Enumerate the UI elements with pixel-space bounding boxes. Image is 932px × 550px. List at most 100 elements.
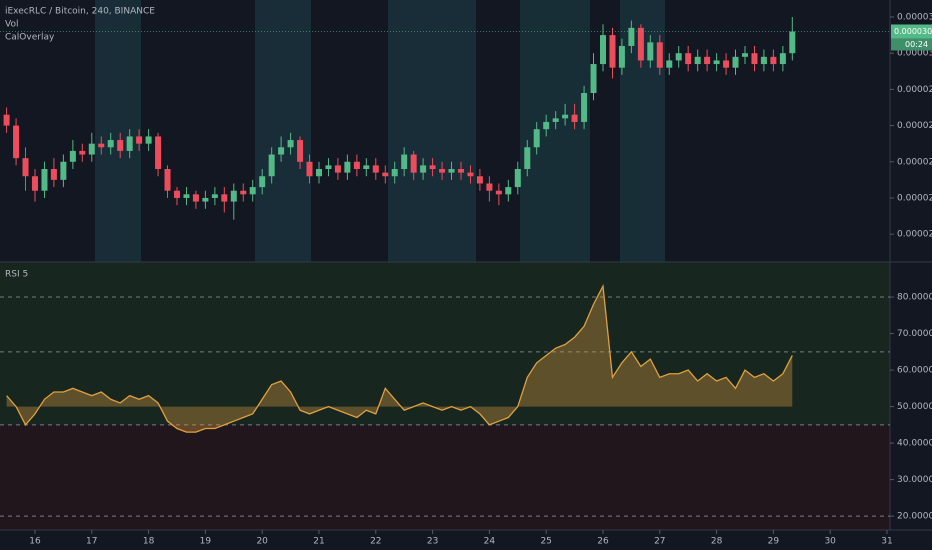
indicator-label: CalOverlay (5, 33, 55, 43)
candle-body (476, 176, 483, 184)
candle-body (760, 56, 767, 65)
candle-body (751, 53, 758, 65)
candle-body (533, 129, 540, 148)
candle-body (694, 56, 701, 65)
candle-body (429, 165, 436, 169)
candle-body (297, 140, 304, 162)
rsi-area (6, 286, 793, 433)
candle-body (173, 190, 180, 198)
candle-body (60, 161, 67, 180)
candle-body (315, 168, 322, 177)
candle-body (704, 56, 711, 65)
candle-body (647, 42, 654, 61)
y-tick-label: 20.0000000 (897, 512, 932, 522)
candle-body (410, 154, 417, 173)
candle-body (448, 168, 455, 173)
candle-body (202, 197, 209, 202)
rsi-upper-zone (0, 262, 890, 425)
candle-body (779, 53, 786, 65)
candle-body (637, 27, 644, 61)
candle-body (723, 60, 730, 68)
countdown-label: 00:24 (905, 40, 928, 49)
candle-body (571, 114, 578, 122)
x-tick-label: 25 (540, 537, 551, 547)
candle-body (439, 168, 446, 173)
candle-body (770, 56, 777, 65)
y-tick-label: 0.0000270 (897, 157, 932, 167)
candle-body (344, 161, 351, 173)
candle-body (562, 114, 569, 119)
candle-body (457, 168, 464, 173)
candle-body (98, 143, 105, 148)
x-tick-label: 17 (86, 537, 97, 547)
candle-body (145, 136, 152, 144)
x-tick-label: 18 (143, 537, 155, 547)
x-tick-label: 22 (370, 537, 381, 547)
candle-body (164, 168, 171, 191)
candle-body (240, 190, 247, 195)
candle-body (656, 42, 663, 68)
candle-body (155, 136, 162, 169)
candle-body (789, 31, 796, 54)
x-tick-label: 24 (484, 537, 496, 547)
candle-body (79, 150, 86, 155)
candle-body (741, 53, 748, 57)
y-tick-label: 0.0000310 (897, 13, 932, 23)
x-tick-label: 27 (654, 537, 665, 547)
candle-body (306, 161, 313, 177)
session-bands (95, 0, 665, 262)
x-tick-label: 23 (427, 537, 438, 547)
candle-body (609, 35, 616, 68)
candle-body (192, 194, 199, 202)
indicator-label: Vol (5, 20, 18, 30)
candle-body (287, 140, 294, 148)
candle-body (467, 172, 474, 177)
candle-body (581, 93, 588, 122)
candle-body (732, 56, 739, 68)
candle-body (211, 194, 218, 198)
x-tick-label: 29 (768, 537, 780, 547)
x-tick-label: 30 (824, 537, 836, 547)
candle-body (514, 168, 521, 188)
session-band (388, 0, 476, 262)
session-band (255, 0, 311, 262)
candle-body (183, 194, 190, 198)
candle-body (590, 64, 597, 94)
candle-body (69, 150, 76, 162)
rsi-lower-zone (0, 425, 890, 530)
last-price-label: 0.0000306 (894, 27, 932, 36)
candle-body (249, 187, 256, 195)
y-tick-label: 0.0000280 (897, 121, 932, 131)
candle-body (543, 121, 550, 130)
x-tick-label: 26 (597, 537, 609, 547)
candle-body (391, 168, 398, 177)
rsi-line (6, 283, 793, 433)
y-tick-label: 70.0000000 (897, 329, 932, 339)
candle-body (278, 147, 285, 155)
y-tick-label: 60.0000000 (897, 366, 932, 376)
x-tick-label: 21 (313, 537, 324, 547)
candle-body (382, 172, 389, 177)
candle-body (713, 60, 720, 65)
x-tick-label: 31 (881, 537, 892, 547)
candle-body (599, 35, 606, 65)
y-tick-label: 50.0000000 (897, 402, 932, 412)
candle-body (3, 114, 10, 126)
candle-body (136, 136, 143, 144)
candle-body (22, 158, 29, 177)
x-tick-label: 19 (200, 537, 212, 547)
candle-body (88, 143, 95, 155)
candle-body (334, 165, 341, 173)
candle-body (117, 140, 124, 151)
y-tick-label: 0.0000250 (897, 230, 932, 240)
candle-body (486, 183, 493, 191)
candle-body (401, 154, 408, 169)
x-tick-label: 20 (256, 537, 268, 547)
x-tick-label: 16 (29, 537, 41, 547)
session-band (520, 0, 590, 262)
candle-body (41, 168, 48, 191)
candle-body (230, 190, 237, 202)
candle-body (495, 190, 502, 195)
countdown-badge (891, 38, 932, 51)
